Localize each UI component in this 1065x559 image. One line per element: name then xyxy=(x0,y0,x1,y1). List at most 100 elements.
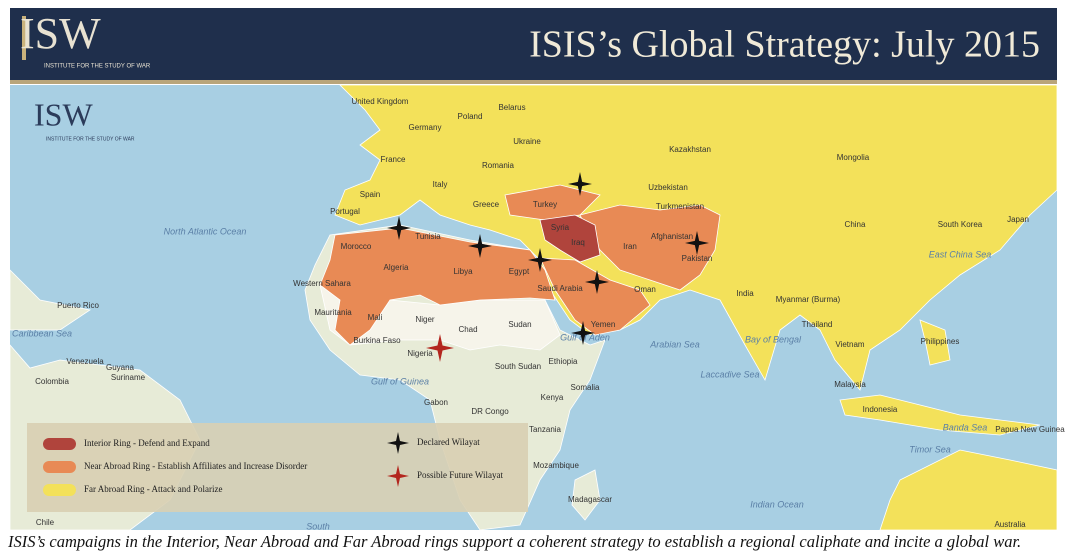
possible-future-wilayat xyxy=(426,334,454,362)
country-label: Chile xyxy=(36,518,55,527)
water-label: Bay of Bengal xyxy=(745,334,802,344)
country-label: Thailand xyxy=(802,320,833,329)
country-label: Algeria xyxy=(384,263,409,272)
country-label: Niger xyxy=(415,315,434,324)
legend-swatch xyxy=(43,438,76,450)
country-label: Pakistan xyxy=(682,254,713,263)
madagascar xyxy=(571,469,601,521)
declared-wilayat xyxy=(685,231,709,255)
country-label: DR Congo xyxy=(471,407,509,416)
near-abroad-arabia xyxy=(539,257,651,336)
country-label: Mozambique xyxy=(533,461,579,470)
header-logo-subtitle: INSTITUTE FOR THE STUDY OF WAR xyxy=(44,64,151,70)
water-label: Laccadive Sea xyxy=(700,369,759,379)
declared-wilayat xyxy=(585,270,609,294)
country-label: Myanmar (Burma) xyxy=(776,295,841,304)
country-label: Guyana xyxy=(106,363,135,372)
country-label: Turkey xyxy=(533,200,557,209)
map-logo-subtitle: INSTITUTE FOR THE STUDY OF WAR xyxy=(46,136,135,142)
legend-marker xyxy=(387,465,409,487)
legend-label: Declared Wilayat xyxy=(417,437,480,447)
country-label: Afghanistan xyxy=(651,232,693,241)
declared-wilayat xyxy=(568,172,592,196)
country-label: Mauritania xyxy=(314,308,352,317)
header-logo: ISW xyxy=(20,9,101,58)
map-logo: ISW xyxy=(34,96,93,132)
country-label: Belarus xyxy=(498,103,525,112)
country-label: Malaysia xyxy=(834,380,866,389)
water-label: South xyxy=(306,521,330,531)
water-label: Timor Sea xyxy=(909,444,950,454)
country-label: Gabon xyxy=(424,398,448,407)
country-label: Suriname xyxy=(111,373,146,382)
country-label: Poland xyxy=(458,112,483,121)
legend-box xyxy=(27,423,528,512)
country-label: Romania xyxy=(482,161,515,170)
water-label: Indian Ocean xyxy=(750,499,804,509)
map-labels: United Kingdom Belarus Poland Germany Ukrain… xyxy=(12,97,1065,531)
country-label: Oman xyxy=(634,285,656,294)
country-label: Somalia xyxy=(571,383,600,392)
country-label: Western Sahara xyxy=(293,279,351,288)
land xyxy=(9,84,1058,531)
country-label: Japan xyxy=(1007,215,1029,224)
declared-wilayat xyxy=(571,321,595,345)
country-label: Mongolia xyxy=(837,153,870,162)
country-label: Iraq xyxy=(571,238,585,247)
country-label: Puerto Rico xyxy=(57,301,99,310)
near-abroad-iran-afpak xyxy=(579,204,721,291)
country-label: China xyxy=(845,220,866,229)
country-label: Greece xyxy=(473,200,500,209)
legend-label: Far Abroad Ring - Attack and Polarize xyxy=(84,484,222,494)
country-label: South Korea xyxy=(938,220,983,229)
water-label: Gulf of Guinea xyxy=(371,376,429,386)
header-band xyxy=(10,8,1057,80)
country-label: Madagascar xyxy=(568,495,612,504)
country-label: Turkmenistan xyxy=(656,202,704,211)
country-label: Yemen xyxy=(591,320,616,329)
caribbean-land xyxy=(9,269,92,331)
legend-swatch xyxy=(43,484,76,496)
country-label: France xyxy=(381,155,406,164)
country-label: Indonesia xyxy=(863,405,898,414)
logo-bar xyxy=(22,16,26,60)
legend: Interior Ring - Defend and Expand Near Ab… xyxy=(43,432,503,496)
water-label: Caribbean Sea xyxy=(12,328,72,338)
country-label: Syria xyxy=(551,223,570,232)
water-label: Arabian Sea xyxy=(649,339,700,349)
country-label: Sudan xyxy=(508,320,531,329)
country-label: Libya xyxy=(453,267,473,276)
far-abroad-islands xyxy=(839,394,1041,436)
country-label: Nigeria xyxy=(407,349,433,358)
near-abroad-north-africa xyxy=(319,227,556,346)
declared-wilayat xyxy=(528,248,552,272)
country-label: Tunisia xyxy=(415,232,441,241)
country-label: Germany xyxy=(409,123,442,132)
header-title: ISIS’s Global Strategy: July 2015 xyxy=(529,24,1040,66)
country-label: South Sudan xyxy=(495,362,541,371)
country-label: Ethiopia xyxy=(549,357,578,366)
water-label: East China Sea xyxy=(929,249,992,259)
interior-syria-iraq xyxy=(539,214,601,263)
country-label: Australia xyxy=(994,520,1026,529)
country-label: United Kingdom xyxy=(352,97,409,106)
declared-wilayat xyxy=(468,234,492,258)
legend-marker xyxy=(387,432,409,454)
country-label: Morocco xyxy=(341,242,372,251)
country-label: Chad xyxy=(458,325,477,334)
caption: ISIS’s campaigns in the Interior, Near A… xyxy=(7,532,1021,551)
country-label: Venezuela xyxy=(66,357,104,366)
country-label: Egypt xyxy=(509,267,530,276)
country-label: Iran xyxy=(623,242,637,251)
country-label: Colombia xyxy=(35,377,69,386)
country-label: Italy xyxy=(433,180,448,189)
header-rule xyxy=(10,80,1057,84)
wilayat-markers xyxy=(387,172,709,362)
legend-label: Near Abroad Ring - Establish Affiliates … xyxy=(84,461,307,471)
country-label: Tanzania xyxy=(529,425,562,434)
water-label: Gulf of Aden xyxy=(560,332,610,342)
country-label: Burkina Faso xyxy=(353,336,401,345)
declared-wilayat xyxy=(387,216,411,240)
country-label: Uzbekistan xyxy=(648,183,688,192)
